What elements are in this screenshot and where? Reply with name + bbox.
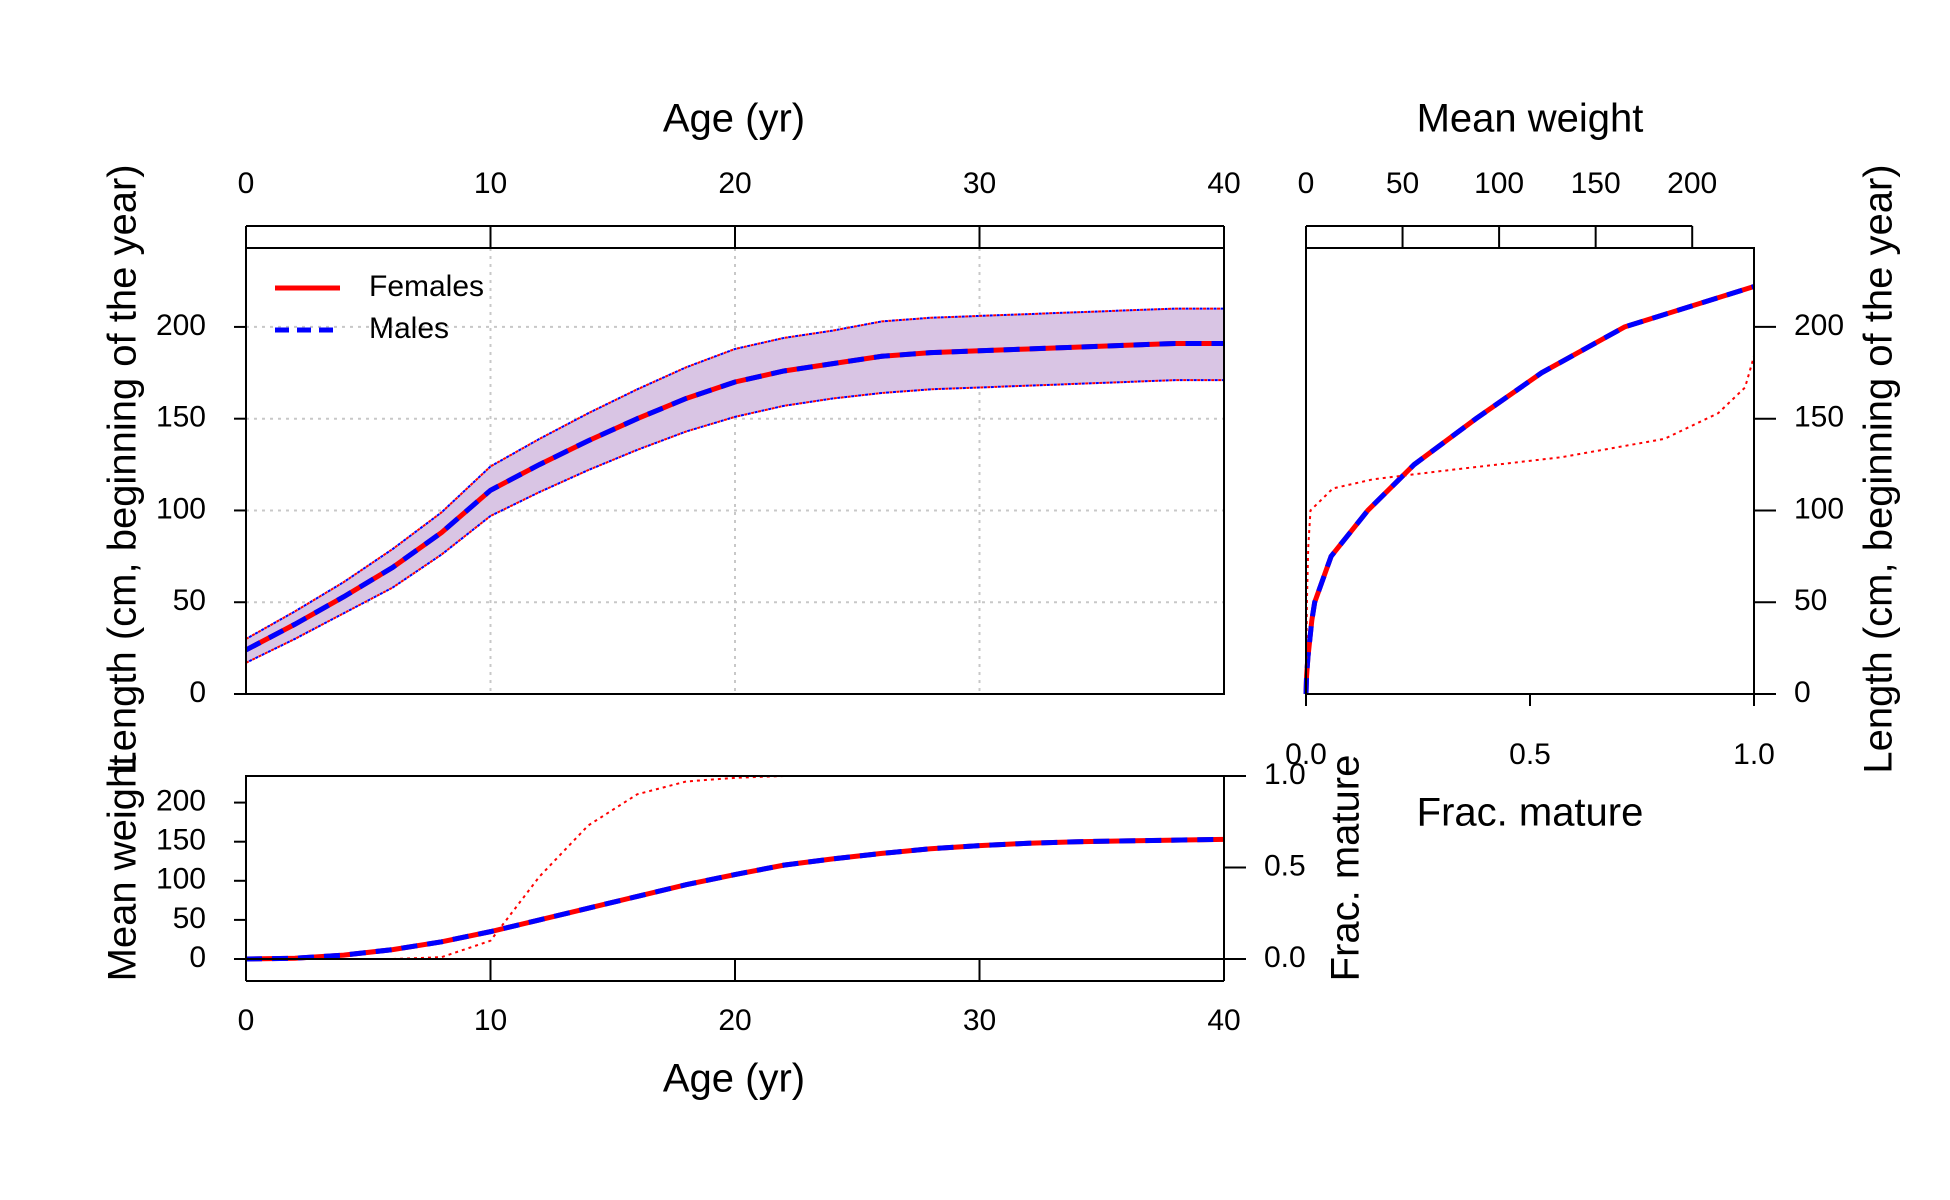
y-tick-label: 150 bbox=[1794, 401, 1844, 434]
y-tick-label: 200 bbox=[1794, 309, 1844, 342]
series-line bbox=[244, 340, 1224, 653]
interval-edge bbox=[245, 307, 1224, 640]
x-axis-title: Age (yr) bbox=[663, 1057, 805, 1101]
y-tick-label: 100 bbox=[156, 492, 206, 525]
series-line bbox=[245, 836, 1225, 962]
x2-tick-label: 1.0 bbox=[1733, 738, 1775, 771]
x-tick-label: 20 bbox=[718, 1004, 751, 1037]
x-tick-label: 0 bbox=[238, 167, 255, 200]
x2-axis-title: Frac. mature bbox=[1417, 791, 1644, 835]
x-tick-label: 200 bbox=[1667, 167, 1717, 200]
x-tick-label: 50 bbox=[1386, 167, 1419, 200]
x-tick-label: 0 bbox=[1298, 167, 1315, 200]
x-axis-title: Age (yr) bbox=[663, 97, 805, 141]
x-tick-label: 30 bbox=[963, 1004, 996, 1037]
x-tick-label: 150 bbox=[1571, 167, 1621, 200]
x-tick-label: 40 bbox=[1207, 1004, 1240, 1037]
y2-tick-label: 0.5 bbox=[1264, 849, 1306, 882]
y-axis-title: Mean weight bbox=[101, 755, 145, 982]
x-tick-label: 100 bbox=[1474, 167, 1524, 200]
y2-axis-title: Frac. mature bbox=[1324, 755, 1368, 982]
interval-edge bbox=[245, 379, 1224, 664]
x-tick-label: 10 bbox=[474, 1004, 507, 1037]
y-tick-label: 100 bbox=[156, 863, 206, 896]
y-tick-label: 200 bbox=[156, 785, 206, 818]
x-tick-label: 40 bbox=[1207, 167, 1240, 200]
y-tick-label: 50 bbox=[173, 584, 206, 617]
series-line bbox=[245, 836, 1225, 962]
y2-tick-label: 0.0 bbox=[1264, 941, 1306, 974]
legend-label: Females bbox=[369, 270, 484, 303]
x-tick-label: 30 bbox=[963, 167, 996, 200]
plot-frame bbox=[245, 775, 1225, 960]
x-tick-label: 10 bbox=[474, 167, 507, 200]
y-tick-label: 50 bbox=[173, 902, 206, 935]
y-axis-title: Length (cm, beginning of the year) bbox=[1857, 164, 1901, 773]
x2-tick-label: 0.0 bbox=[1285, 738, 1327, 771]
interval-edge bbox=[245, 379, 1224, 664]
y2-tick-label: 1.0 bbox=[1264, 758, 1306, 791]
y-tick-label: 100 bbox=[1794, 492, 1844, 525]
y-tick-label: 150 bbox=[156, 824, 206, 857]
y-tick-label: 0 bbox=[189, 676, 206, 709]
y-tick-label: 0 bbox=[189, 941, 206, 974]
x-axis-title: Mean weight bbox=[1417, 97, 1644, 141]
x-tick-label: 0 bbox=[238, 1004, 255, 1037]
series-line bbox=[1303, 284, 1755, 695]
y-axis-title: Length (cm, beginning of the year) bbox=[101, 164, 145, 773]
y-tick-label: 200 bbox=[156, 309, 206, 342]
legend-label: Males bbox=[369, 312, 449, 345]
series-line bbox=[1305, 356, 1755, 695]
series-line bbox=[246, 775, 1224, 960]
x-tick-label: 20 bbox=[718, 167, 751, 200]
series-line bbox=[1303, 284, 1755, 695]
y-tick-label: 0 bbox=[1794, 676, 1811, 709]
y-tick-label: 150 bbox=[156, 401, 206, 434]
plot-frame bbox=[1305, 247, 1755, 695]
y-tick-label: 50 bbox=[1794, 584, 1827, 617]
x2-tick-label: 0.5 bbox=[1509, 738, 1551, 771]
